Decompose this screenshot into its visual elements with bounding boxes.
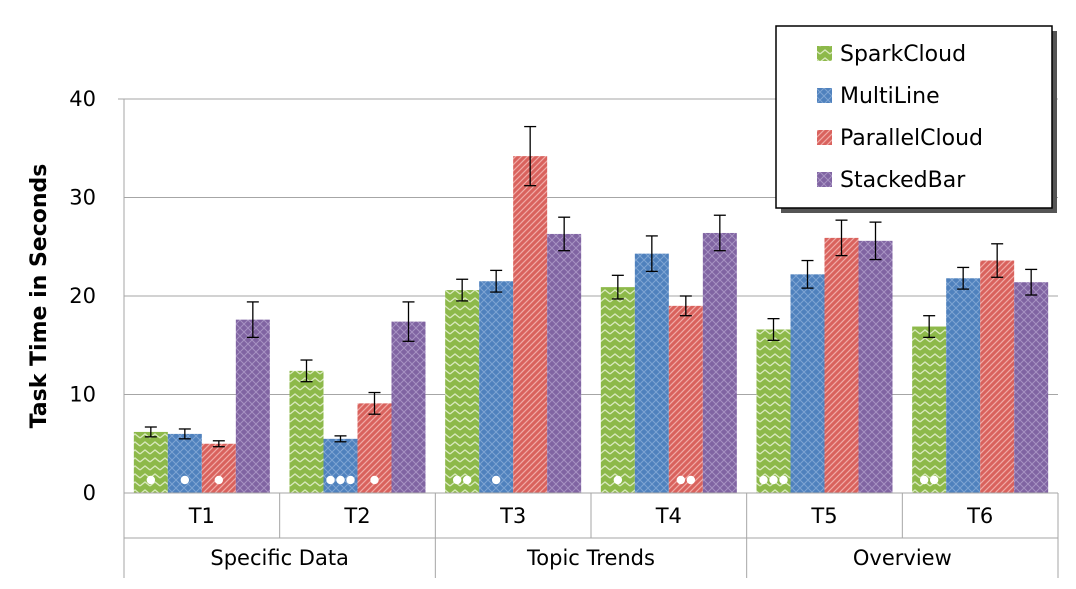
significance-dot (346, 475, 355, 485)
significance-dot (452, 475, 462, 485)
significance-dot (686, 475, 696, 485)
bar-sparkcloud-t6 (912, 326, 947, 493)
bar-sparkcloud-t5 (756, 329, 791, 493)
y-tick-label: 20 (69, 284, 96, 308)
legend-label: ParallelCloud (840, 126, 983, 151)
significance-dot (214, 475, 224, 485)
y-tick-label: 10 (69, 383, 96, 407)
bar-stackedbar-t3 (547, 233, 582, 493)
bars (133, 125, 1049, 493)
bar-sparkcloud-t4 (600, 287, 635, 493)
significance-dot (336, 475, 345, 485)
bar-multiline-t5 (790, 274, 825, 493)
y-tick-label: 30 (69, 186, 96, 210)
x-tick-label: T2 (343, 504, 370, 528)
significance-dot (491, 475, 501, 485)
significance-dot (779, 475, 788, 485)
significance-dot (919, 475, 929, 485)
bar-sparkcloud-t2 (289, 370, 324, 493)
bar-parallelcloud-t6 (980, 260, 1015, 493)
legend: SparkCloud MultiLine ParallelCloud StackedB… (775, 25, 1057, 213)
group-label: Specific Data (210, 546, 349, 570)
legend-swatch (817, 172, 832, 187)
legend-label: StackedBar (840, 168, 966, 193)
significance-dot (759, 475, 768, 485)
bar-stackedbar-t1 (235, 319, 270, 493)
significance-dot (326, 475, 335, 485)
x-tick-label: T3 (499, 504, 526, 528)
significance-dot (676, 475, 686, 485)
bar-multiline-t3 (479, 281, 514, 493)
bar-parallelcloud-t5 (824, 237, 859, 493)
legend-label: MultiLine (840, 84, 940, 109)
significance-dot (613, 475, 623, 485)
significance-dot (929, 475, 939, 485)
bar-stackedbar-t6 (1014, 282, 1049, 493)
legend-label: SparkCloud (840, 42, 966, 67)
bar-multiline-t4 (634, 253, 669, 493)
legend-swatch (817, 88, 832, 103)
significance-dot (146, 475, 156, 485)
x-tick-label: T5 (810, 504, 837, 528)
y-axis-title: Task Time in Seconds (27, 164, 52, 429)
bar-multiline-t2 (323, 438, 358, 493)
y-tick-label: 40 (69, 87, 96, 111)
x-tick-label: T1 (188, 504, 215, 528)
y-tick-label: 0 (83, 481, 96, 505)
bar-parallelcloud-t1 (201, 443, 236, 493)
significance-dot (769, 475, 778, 485)
legend-swatch (817, 130, 832, 145)
group-label: Topic Trends (526, 546, 655, 570)
axes: 0 10 20 30 40 Task Time in Seconds T1 T2 T3 T4 T5 T… (27, 87, 1059, 578)
bar-parallelcloud-t4 (668, 305, 703, 493)
significance-dot (180, 475, 190, 485)
bar-stackedbar-t2 (391, 321, 426, 493)
x-tick-label: T4 (655, 504, 682, 528)
legend-swatch (817, 46, 832, 61)
bar-stackedbar-t4 (702, 232, 737, 493)
significance-dot (462, 475, 472, 485)
x-tick-label: T6 (966, 504, 993, 528)
bar-multiline-t6 (946, 278, 981, 493)
bar-stackedbar-t5 (858, 240, 893, 493)
significance-dot (370, 475, 379, 485)
group-label: Overview (853, 546, 952, 570)
bar-parallelcloud-t3 (513, 156, 548, 493)
bar-sparkcloud-t3 (445, 290, 480, 493)
